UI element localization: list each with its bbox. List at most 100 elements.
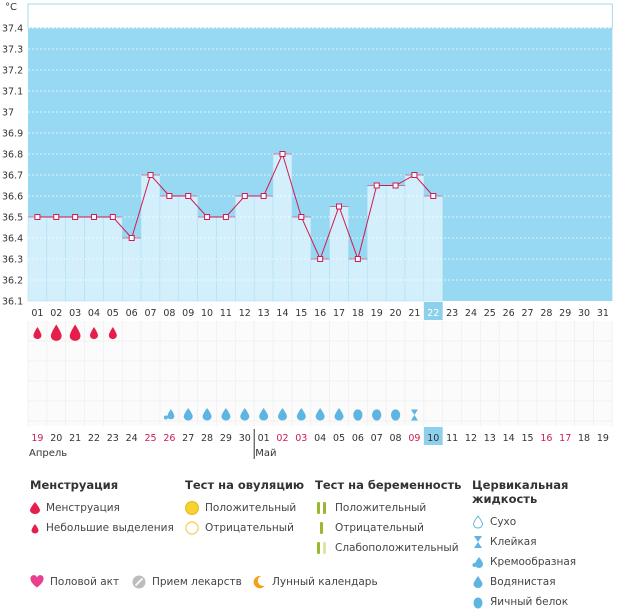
x-tick-label: 22 <box>427 308 439 319</box>
x-tick-label: 12 <box>239 308 251 319</box>
calendar-date-label: 04 <box>314 433 326 444</box>
legend-cervical-fluid: Цервикальная жидкость Сухо Клейкая Кремо… <box>472 478 626 612</box>
positive-circle-icon <box>185 501 199 515</box>
legend-item: Сухо <box>472 512 626 532</box>
y-tick-label: 36.6 <box>2 192 23 203</box>
y-tick-label: 36.8 <box>2 150 23 161</box>
menstruation-drop <box>50 324 62 341</box>
y-tick-label: 37 <box>2 108 14 119</box>
legend-item: Кремообразная <box>472 552 626 572</box>
watery-drop <box>315 408 325 421</box>
x-tick-label: 21 <box>408 308 420 319</box>
watery-drop-icon <box>473 576 483 588</box>
legend-item: Клейкая <box>472 532 626 552</box>
creamy-drop <box>167 409 175 420</box>
watery-drop <box>221 408 231 421</box>
temp-point <box>147 172 154 178</box>
legend-title: Тест на беременность <box>315 478 462 492</box>
temp-bar <box>367 185 387 302</box>
legend-item-label: Менструация <box>46 502 120 514</box>
month-label: Май <box>255 448 276 459</box>
temp-point <box>109 214 116 220</box>
y-tick-label: 36.3 <box>2 255 23 266</box>
legend-item: Яичный белок <box>472 592 626 612</box>
negative-circle-icon <box>185 521 199 535</box>
dry-drop-icon <box>472 515 484 529</box>
x-tick-label: 28 <box>540 308 552 319</box>
x-tick-label: 06 <box>126 308 138 319</box>
x-tick-label: 01 <box>31 308 43 319</box>
calendar-date-label: 21 <box>69 433 81 444</box>
x-tick-label: 30 <box>578 308 590 319</box>
calendar-date-label: 23 <box>107 433 119 444</box>
moon-icon <box>253 575 265 589</box>
legend-item: Менструация <box>30 498 174 518</box>
x-tick-label: 03 <box>69 308 81 319</box>
egg-white-drop <box>372 409 382 421</box>
legend-item-label: Прием лекарств <box>152 576 242 588</box>
calendar-date-label: 10 <box>427 433 439 444</box>
egg-white-drop <box>353 409 363 421</box>
temp-point <box>430 193 437 199</box>
x-tick-label: 13 <box>258 308 270 319</box>
calendar-date-label: 18 <box>578 433 590 444</box>
temp-bar <box>385 185 406 302</box>
y-tick-label: 36.1 <box>2 297 23 308</box>
hourglass-icon <box>474 536 482 548</box>
calendar-date-label: 03 <box>295 433 307 444</box>
x-tick-label: 15 <box>295 308 307 319</box>
y-tick-label: 36.7 <box>2 171 23 182</box>
calendar-date-label: 24 <box>126 433 138 444</box>
temp-bar <box>329 206 349 302</box>
x-tick-label: 08 <box>163 308 175 319</box>
calendar-date-label: 30 <box>239 433 251 444</box>
watery-drop <box>296 408 306 421</box>
calendar-date-label: 27 <box>182 433 194 444</box>
y-tick-label: 37.1 <box>2 87 23 98</box>
temp-bar <box>122 237 142 302</box>
egg-white-icon <box>473 597 483 609</box>
watery-drop <box>202 408 212 421</box>
current-day-highlight <box>423 302 443 320</box>
x-tick-label: 17 <box>333 308 345 319</box>
calendar-date-label: 15 <box>521 433 533 444</box>
y-tick-label: 37.3 <box>2 45 23 56</box>
temp-point <box>222 214 229 220</box>
x-tick-label: 09 <box>182 308 194 319</box>
x-tick-label: 18 <box>352 308 364 319</box>
temp-point <box>392 182 399 189</box>
calendar-date-label: 26 <box>163 433 175 444</box>
calendar-date-label: 12 <box>465 433 477 444</box>
legend-title: Менструация <box>30 478 119 492</box>
temp-point <box>53 214 60 220</box>
temp-point <box>298 214 305 220</box>
light-spotting-drop <box>33 327 42 340</box>
temp-bar <box>253 195 274 302</box>
legend-medication: Прием лекарств <box>132 575 242 589</box>
calendar-date-label: 28 <box>201 433 213 444</box>
legend-item: Водянистая <box>472 572 626 592</box>
current-date-highlight <box>423 427 443 445</box>
temp-bar <box>423 195 443 302</box>
two-lines-icon <box>317 502 326 514</box>
calendar-date-label: 07 <box>371 433 383 444</box>
x-tick-label: 25 <box>484 308 496 319</box>
temp-point <box>72 214 79 220</box>
temp-point <box>185 193 192 199</box>
x-tick-label: 14 <box>276 308 288 319</box>
calendar-date-label: 16 <box>540 433 552 444</box>
legend-ovulation: Тест на овуляцию Положительный Отрицател… <box>185 478 304 538</box>
egg-white-drop <box>390 409 401 421</box>
legend-item-label: Сухо <box>490 516 517 528</box>
legend-item-label: Положительный <box>205 502 297 514</box>
legend-item-label: Яичный белок <box>490 596 569 608</box>
legend-item: Отрицательный <box>185 518 304 538</box>
temp-point <box>373 182 380 189</box>
calendar-date-label: 11 <box>446 433 458 444</box>
x-tick-label: 23 <box>446 308 458 319</box>
y-tick-label: 36.4 <box>2 234 23 245</box>
temp-point <box>354 256 361 262</box>
legend-item-label: Водянистая <box>490 576 556 588</box>
x-tick-label: 05 <box>107 308 119 319</box>
calendar-date-label: 17 <box>559 433 571 444</box>
